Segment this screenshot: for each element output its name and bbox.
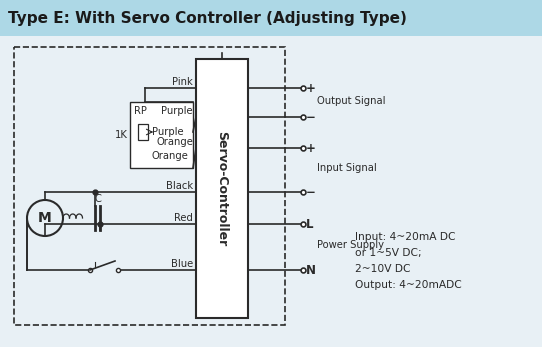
Text: Power Supply: Power Supply [317, 240, 384, 250]
Text: Output: 4~20mADC: Output: 4~20mADC [355, 280, 462, 290]
Text: N: N [306, 263, 316, 277]
Text: Purple: Purple [162, 106, 193, 116]
Text: Input Signal: Input Signal [317, 163, 377, 173]
Text: C: C [94, 194, 101, 204]
Text: Black: Black [166, 181, 193, 191]
Text: M: M [38, 211, 52, 225]
Text: Red: Red [174, 213, 193, 223]
Text: +: + [306, 82, 316, 94]
Text: Orange: Orange [156, 137, 193, 147]
Text: Servo-Controller: Servo-Controller [216, 131, 229, 246]
Text: 2~10V DC: 2~10V DC [355, 264, 410, 274]
Bar [138, 124, 148, 140]
Text: or 1~5V DC;: or 1~5V DC; [355, 248, 422, 258]
Text: Pink: Pink [172, 77, 193, 87]
Text: −: − [306, 186, 316, 198]
Text: Type E: With Servo Controller (Adjusting Type): Type E: With Servo Controller (Adjusting… [8, 10, 407, 25]
Text: −: − [306, 110, 316, 124]
Text: Orange: Orange [152, 151, 189, 161]
Text: Blue: Blue [171, 259, 193, 269]
Bar [14, 47, 285, 325]
Text: RP: RP [134, 106, 147, 116]
Text: Input: 4~20mA DC: Input: 4~20mA DC [355, 232, 455, 242]
Text: 1K: 1K [115, 130, 128, 140]
Text: Output Signal: Output Signal [317, 95, 385, 105]
Bar [130, 102, 193, 168]
Bar [0, 0, 542, 36]
Bar [196, 59, 248, 318]
Text: Purple: Purple [152, 127, 184, 137]
Text: L: L [306, 218, 313, 230]
Text: +: + [306, 142, 316, 154]
